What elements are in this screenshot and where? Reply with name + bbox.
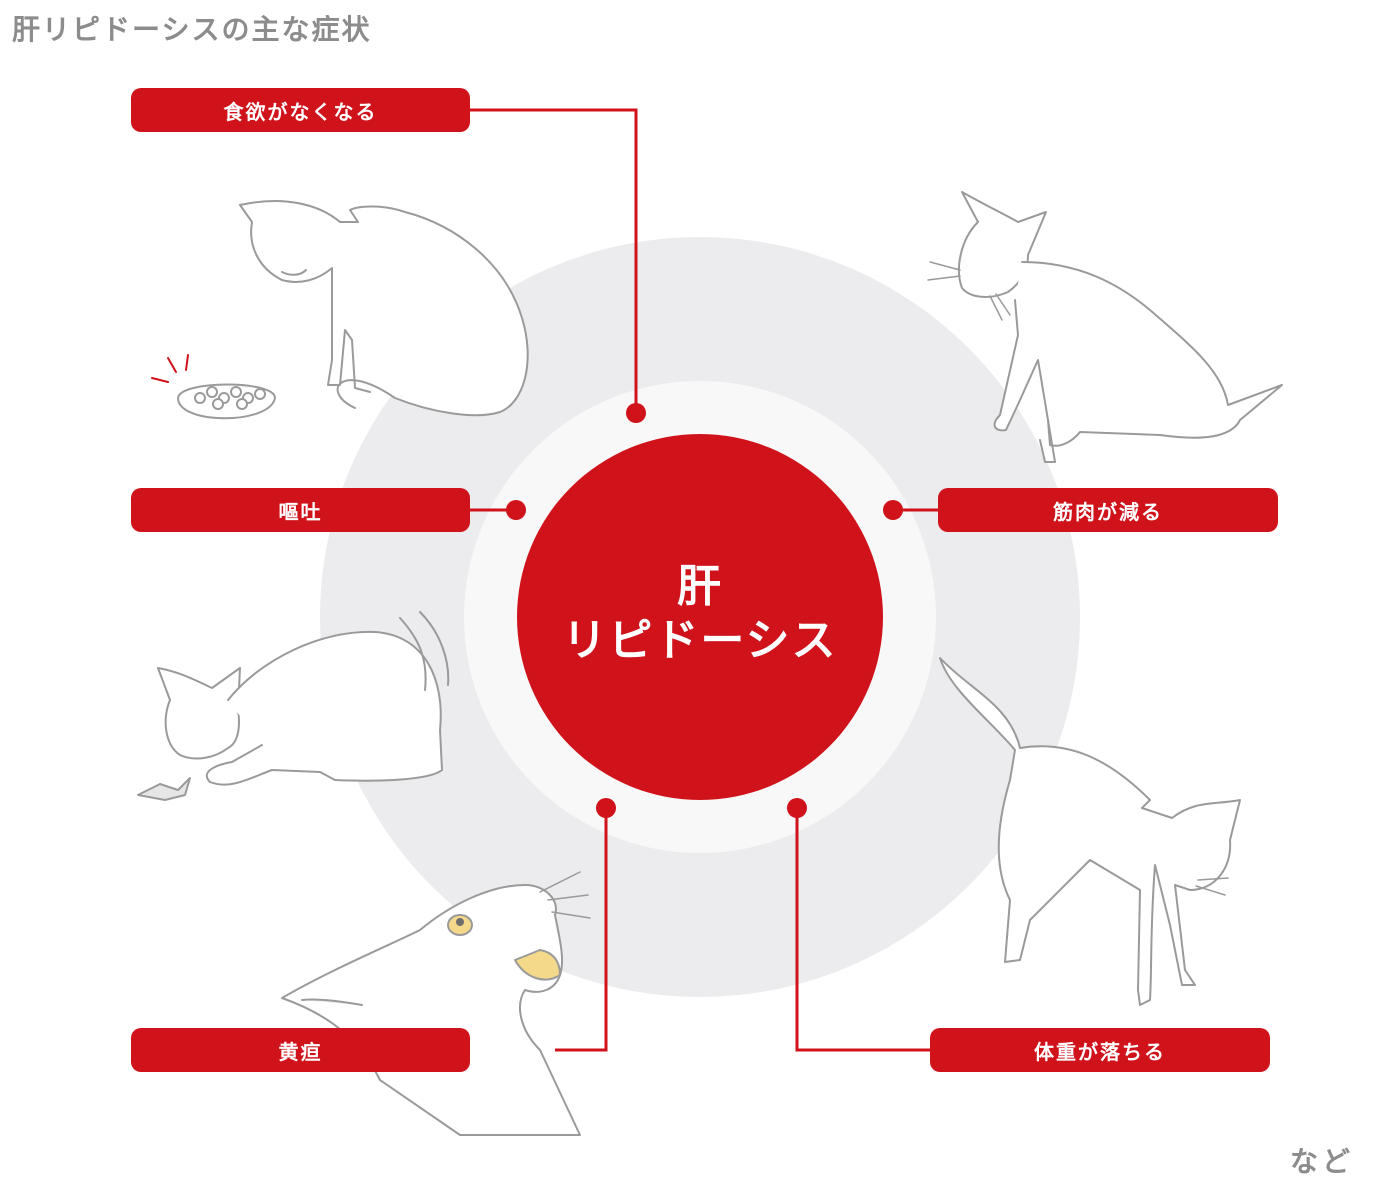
dot-appetite	[626, 403, 646, 423]
center-label-line2: リピドーシス	[562, 615, 838, 666]
dot-muscle	[883, 500, 903, 520]
center-label-line1: 肝	[677, 561, 723, 612]
center-label: 肝 リピドーシス	[518, 560, 882, 668]
center-circle	[517, 434, 883, 800]
dot-weight	[787, 798, 807, 818]
symptom-weight-label: 体重が落ちる	[930, 1028, 1270, 1072]
page-title: 肝リピドーシスの主な症状	[12, 13, 372, 46]
cat-sitting-thin-icon	[927, 191, 1283, 463]
cat-jaundice-icon	[281, 871, 591, 1136]
symptom-appetite-label: 食欲がなくなる	[131, 88, 470, 132]
bowl-sparkle-icon	[151, 354, 189, 383]
connector-appetite	[470, 108, 638, 413]
cat-walking-thin-icon	[939, 657, 1241, 1006]
connector-jaundice	[555, 808, 608, 1052]
cat-vomiting-icon	[137, 611, 450, 801]
symptom-muscle-label: 筋肉が減る	[938, 488, 1278, 532]
connector-weight	[795, 808, 932, 1052]
dot-jaundice	[596, 798, 616, 818]
symptom-vomiting-label: 嘔吐	[131, 488, 470, 532]
footnote: など	[1289, 1145, 1354, 1178]
symptom-jaundice-label: 黄疸	[131, 1028, 470, 1072]
dot-vomiting	[506, 500, 526, 520]
cat-with-food-bowl-icon	[177, 200, 529, 420]
